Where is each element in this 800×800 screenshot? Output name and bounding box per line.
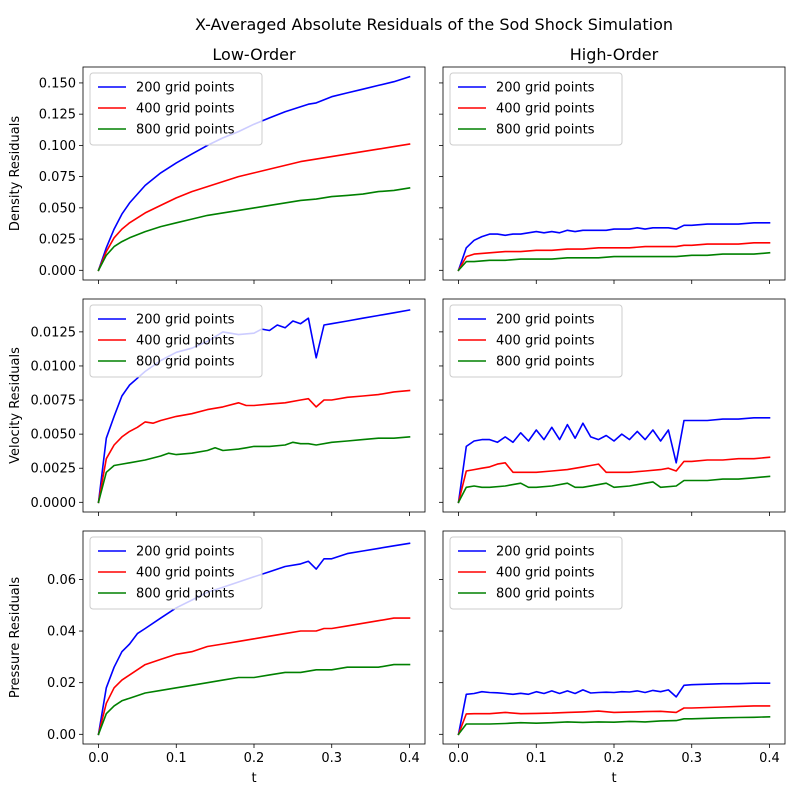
series-line-400 bbox=[97, 143, 411, 272]
series-line-800 bbox=[457, 251, 771, 272]
series-line-200 bbox=[457, 416, 771, 504]
series-line-800 bbox=[457, 475, 771, 504]
x-tick-label: 0.1 bbox=[166, 751, 187, 766]
x-tick-label: 0.0 bbox=[448, 751, 469, 766]
legend-label-800: 800 grid points bbox=[136, 123, 235, 138]
y-tick-label: 0.04 bbox=[47, 625, 76, 640]
x-axis-label: t bbox=[251, 771, 256, 786]
x-tick-label: 0.0 bbox=[88, 751, 109, 766]
legend-label-800: 800 grid points bbox=[496, 123, 595, 138]
y-tick-label: 0.00 bbox=[47, 728, 76, 743]
series-line-400 bbox=[97, 617, 411, 736]
legend-label-200: 200 grid points bbox=[136, 81, 235, 96]
y-tick-label: 0.150 bbox=[39, 76, 76, 91]
legend-label-800: 800 grid points bbox=[136, 587, 235, 602]
subplot-velocity-low-order: 0.0000 0.0025 0.0050 0.0075 0.0100 0.0125 Velo… bbox=[8, 298, 426, 516]
legend-label-200: 200 grid points bbox=[136, 313, 235, 328]
y-tick-label: 0.125 bbox=[39, 108, 76, 123]
subplot-grid: 0.000 0.025 0.050 0.075 0.100 0.125 0.150 Densi… bbox=[8, 66, 786, 786]
y-axis-label: Velocity Residuals bbox=[8, 347, 23, 464]
series-line-400 bbox=[457, 456, 771, 504]
y-tick-label: 0.0050 bbox=[31, 428, 77, 443]
x-tick-label: 0.4 bbox=[759, 751, 780, 766]
y-tick-label: 0.025 bbox=[39, 233, 76, 248]
legend-label-800: 800 grid points bbox=[496, 587, 595, 602]
subplot-pressure-high-order: 0.0 0.1 0.2 0.3 0.4 t 200 grid points 400 grid … bbox=[439, 530, 786, 786]
series-line-400 bbox=[457, 242, 771, 272]
x-tick-label: 0.2 bbox=[244, 751, 265, 766]
y-axis-label: Pressure Residuals bbox=[8, 577, 23, 699]
subplot-density-high-order: 200 grid points 400 grid points 800 grid p… bbox=[439, 66, 786, 284]
legend-label-200: 200 grid points bbox=[496, 545, 595, 560]
legend-label-200: 200 grid points bbox=[136, 545, 235, 560]
x-tick-label: 0.3 bbox=[681, 751, 702, 766]
legend: 200 grid points 400 grid points 800 grid p… bbox=[449, 536, 623, 610]
x-axis-label: t bbox=[611, 771, 616, 786]
legend: 200 grid points 400 grid points 800 grid p… bbox=[449, 304, 623, 378]
legend-label-400: 400 grid points bbox=[496, 566, 595, 581]
legend: 200 grid points 400 grid points 800 grid p… bbox=[89, 72, 263, 146]
y-tick-label: 0.0100 bbox=[31, 359, 77, 374]
legend-label-200: 200 grid points bbox=[496, 81, 595, 96]
legend-label-800: 800 grid points bbox=[136, 355, 235, 370]
x-tick-label: 0.1 bbox=[526, 751, 547, 766]
series-line-400 bbox=[457, 705, 771, 736]
legend-label-800: 800 grid points bbox=[496, 355, 595, 370]
y-tick-label: 0.02 bbox=[47, 676, 76, 691]
legend: 200 grid points 400 grid points 800 grid p… bbox=[89, 536, 263, 610]
legend-box bbox=[89, 304, 263, 378]
legend-label-400: 400 grid points bbox=[496, 334, 595, 349]
subplot-pressure-low-order: 0.0 0.1 0.2 0.3 0.4 0.00 0.02 0.04 0.06 Pressure … bbox=[8, 530, 426, 786]
y-tick-label: 0.075 bbox=[39, 170, 76, 185]
legend-label-400: 400 grid points bbox=[136, 566, 235, 581]
y-tick-label: 0.0000 bbox=[31, 496, 77, 511]
legend-box bbox=[89, 72, 263, 146]
figure-title: X-Averaged Absolute Residuals of the Sod… bbox=[195, 15, 673, 34]
legend-box bbox=[89, 536, 263, 610]
x-tick-label: 0.3 bbox=[321, 751, 342, 766]
legend: 200 grid points 400 grid points 800 grid p… bbox=[89, 304, 263, 378]
series-line-200 bbox=[457, 682, 771, 736]
y-tick-label: 0.050 bbox=[39, 201, 76, 216]
series-line-800 bbox=[97, 663, 411, 736]
y-tick-label: 0.0075 bbox=[31, 394, 77, 409]
series-line-800 bbox=[97, 186, 411, 272]
subplot-density-low-order: 0.000 0.025 0.050 0.075 0.100 0.125 0.150 Densi… bbox=[8, 66, 426, 284]
series-line-800 bbox=[97, 436, 411, 504]
series-line-400 bbox=[97, 389, 411, 504]
y-tick-label: 0.06 bbox=[47, 573, 76, 588]
column-title-high-order: High-Order bbox=[570, 45, 659, 64]
series-line-200 bbox=[457, 222, 771, 272]
x-tick-label: 0.4 bbox=[399, 751, 420, 766]
y-tick-label: 0.100 bbox=[39, 139, 76, 154]
subplot-velocity-high-order: 200 grid points 400 grid points 800 grid p… bbox=[439, 298, 786, 516]
legend: 200 grid points 400 grid points 800 grid p… bbox=[449, 72, 623, 146]
series-line-800 bbox=[457, 715, 771, 736]
y-tick-label: 0.0125 bbox=[31, 325, 77, 340]
legend-box bbox=[449, 536, 623, 610]
legend-label-400: 400 grid points bbox=[136, 102, 235, 117]
y-tick-label: 0.0025 bbox=[31, 462, 77, 477]
column-title-low-order: Low-Order bbox=[212, 45, 296, 64]
legend-box bbox=[449, 304, 623, 378]
y-axis-label: Density Residuals bbox=[8, 116, 23, 231]
legend-label-400: 400 grid points bbox=[136, 334, 235, 349]
x-tick-label: 0.2 bbox=[604, 751, 625, 766]
legend-box bbox=[449, 72, 623, 146]
legend-label-400: 400 grid points bbox=[496, 102, 595, 117]
y-tick-label: 0.000 bbox=[39, 264, 76, 279]
legend-label-200: 200 grid points bbox=[496, 313, 595, 328]
